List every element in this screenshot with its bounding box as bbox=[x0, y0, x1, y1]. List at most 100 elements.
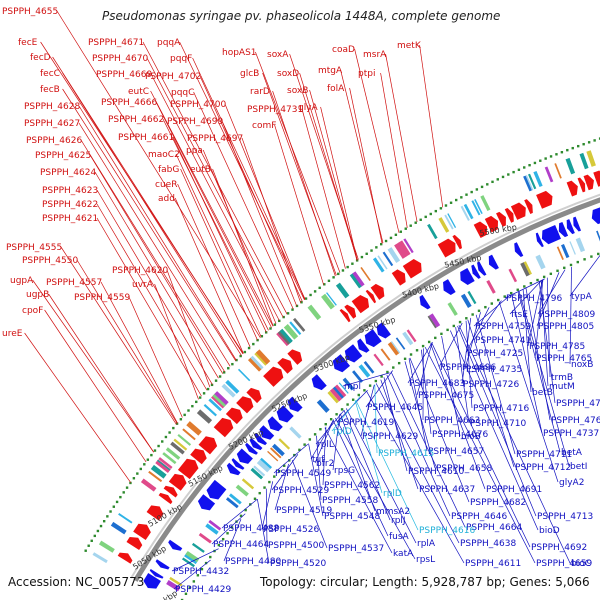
inner-marker-dot bbox=[597, 252, 600, 256]
feature-bar-inner bbox=[535, 254, 546, 270]
feature-bar-outer bbox=[438, 217, 450, 233]
outer-marker-dot bbox=[544, 157, 547, 160]
blue-gene-label: PSPPH_4432 bbox=[173, 567, 229, 577]
outer-marker-dot bbox=[566, 148, 569, 152]
forward-gene-arrow bbox=[583, 174, 594, 191]
forward-gene-arrow bbox=[504, 207, 514, 223]
cyan-gene-label-leader bbox=[374, 384, 378, 454]
inner-marker-dot bbox=[188, 586, 192, 589]
blue-gene-label-leader bbox=[390, 371, 466, 528]
red-gene-label: fecD bbox=[30, 53, 51, 63]
blue-gene-label: PSPPH_4682 bbox=[470, 498, 526, 508]
outer-marker-dot bbox=[112, 505, 116, 508]
red-gene-label: PSPPH_4702 bbox=[145, 72, 201, 82]
outer-marker-dot bbox=[460, 196, 463, 199]
forward-gene-arrow bbox=[263, 366, 284, 387]
forward-gene-arrow bbox=[213, 417, 234, 438]
inner-marker-dot bbox=[471, 313, 474, 316]
reverse-gene-arrow bbox=[332, 354, 351, 373]
blue-gene-label: PSPPH_4710 bbox=[470, 419, 526, 429]
feature-bar-outer bbox=[208, 398, 222, 412]
inner-marker-dot bbox=[397, 361, 401, 365]
feature-bar-inner bbox=[327, 390, 340, 404]
inner-marker-dot bbox=[556, 269, 559, 272]
outer-marker-dot bbox=[351, 262, 354, 265]
red-gene-label: PSPPH_4666 bbox=[101, 98, 157, 108]
feature-bar-inner bbox=[241, 478, 255, 490]
feature-bar-outer bbox=[398, 240, 411, 257]
outer-marker-dot bbox=[109, 510, 112, 513]
red-gene-label-leader bbox=[154, 283, 199, 400]
feature-bar-outer bbox=[177, 433, 192, 446]
reverse-gene-arrow bbox=[236, 448, 253, 464]
outer-marker-dot bbox=[555, 153, 558, 156]
blue-gene-label-leader bbox=[465, 320, 473, 409]
outer-marker-dot bbox=[99, 524, 103, 528]
feature-bar-outer bbox=[255, 349, 271, 365]
red-gene-label: PSPPH_4731 bbox=[247, 105, 303, 115]
blue-gene-label: PSPPH_4645 bbox=[367, 403, 423, 413]
forward-gene-arrow bbox=[246, 387, 262, 404]
reverse-gene-arrow bbox=[168, 539, 183, 551]
blue-gene-label: PSPPH_4759 bbox=[475, 322, 531, 332]
red-gene-label: PSPPH_4628 bbox=[24, 102, 80, 112]
inner-marker-dot bbox=[340, 408, 344, 411]
red-gene-label: PSPPH_4697 bbox=[187, 134, 243, 144]
feature-bar-inner bbox=[260, 457, 273, 469]
outer-marker-dot bbox=[222, 371, 226, 374]
blue-gene-label: PSPPH_4762 bbox=[551, 416, 600, 426]
outer-marker-dot bbox=[252, 342, 255, 346]
inner-marker-dot bbox=[221, 537, 225, 541]
inner-marker-dot bbox=[209, 555, 212, 559]
feature-bar-outer bbox=[427, 223, 438, 240]
outer-marker-dot bbox=[164, 435, 168, 439]
blue-gene-label: PSPPH_4796 bbox=[506, 294, 562, 304]
feature-bar-outer bbox=[471, 200, 481, 216]
outer-marker-dot bbox=[187, 409, 190, 412]
outer-marker-dot bbox=[143, 463, 146, 466]
blue-gene-label: mutM bbox=[549, 382, 575, 392]
forward-gene-arrow bbox=[126, 536, 143, 551]
feature-bar-outer bbox=[150, 464, 167, 479]
forward-gene-arrow bbox=[437, 238, 456, 258]
forward-gene-arrow bbox=[351, 294, 370, 314]
map-title: Pseudomonas syringae pv. phaseolicola 14… bbox=[102, 9, 500, 23]
feature-bar-inner bbox=[169, 576, 183, 587]
feature-bar-inner bbox=[198, 532, 212, 544]
outer-marker-dot bbox=[286, 312, 290, 315]
blue-gene-label-leader bbox=[527, 279, 543, 347]
blue-gene-label: betI bbox=[570, 462, 587, 472]
blue-gene-label: betB bbox=[532, 388, 553, 398]
blue-gene-label-leader bbox=[504, 278, 545, 299]
red-gene-label-leader bbox=[174, 197, 244, 354]
red-gene-label: ppa bbox=[186, 146, 203, 156]
outer-marker-dot bbox=[218, 375, 222, 378]
outer-marker-dot bbox=[346, 265, 349, 269]
blue-gene-label: PSPPH_4619 bbox=[338, 418, 394, 428]
inner-marker-dot bbox=[590, 255, 593, 258]
blue-gene-label-leader bbox=[509, 279, 543, 315]
feature-bar-outer bbox=[544, 166, 554, 183]
outer-marker-dot bbox=[560, 151, 564, 154]
red-gene-label-leader bbox=[100, 281, 178, 424]
blue-gene-label: noxB bbox=[571, 360, 593, 370]
outer-marker-dot bbox=[291, 308, 294, 311]
outer-marker-dot bbox=[179, 418, 183, 421]
outer-marker-dot bbox=[360, 255, 364, 259]
inner-marker-dot bbox=[308, 438, 312, 441]
reverse-gene-arrow bbox=[488, 254, 499, 270]
blue-gene-label: PSPPH_4716 bbox=[473, 404, 529, 414]
feature-bar-inner bbox=[332, 386, 345, 399]
inner-marker-dot bbox=[278, 469, 281, 473]
feature-bar-outer bbox=[565, 157, 576, 175]
feature-bar-inner bbox=[561, 244, 570, 259]
cyan-gene-label: PSPPH_4616 bbox=[419, 526, 475, 536]
reverse-gene-arrow bbox=[231, 458, 245, 470]
red-gene-label-leader bbox=[62, 88, 237, 362]
inner-marker-dot bbox=[363, 389, 366, 392]
blue-gene-label: PSPPH_4658 bbox=[436, 464, 492, 474]
blue-gene-label-leader bbox=[404, 361, 436, 469]
blue-gene-label-leader bbox=[291, 460, 328, 549]
outer-marker-dot bbox=[260, 335, 264, 338]
red-gene-label-leader bbox=[44, 309, 147, 463]
